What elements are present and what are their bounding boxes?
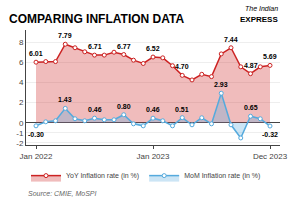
- svg-text:5.69: 5.69: [263, 53, 277, 60]
- svg-text:0: 0: [19, 119, 24, 128]
- svg-text:0.51: 0.51: [175, 106, 189, 113]
- svg-text:EXPRESS: EXPRESS: [240, 15, 278, 24]
- svg-text:1.43: 1.43: [58, 96, 72, 103]
- svg-text:7.44: 7.44: [224, 36, 238, 43]
- svg-text:6.71: 6.71: [88, 43, 102, 50]
- svg-text:Source: CMIE, MoSPI: Source: CMIE, MoSPI: [28, 190, 97, 197]
- svg-text:COMPARING INFLATION DATA: COMPARING INFLATION DATA: [9, 12, 184, 26]
- svg-text:-0.32: -0.32: [262, 131, 278, 138]
- svg-text:Jan 2023: Jan 2023: [137, 152, 170, 161]
- svg-text:6.52: 6.52: [146, 45, 160, 52]
- svg-text:6.01: 6.01: [29, 50, 43, 57]
- svg-text:-0.30: -0.30: [28, 131, 44, 138]
- svg-text:YoY Inflation rate (in %): YoY Inflation rate (in %): [66, 172, 139, 180]
- svg-text:2: 2: [19, 98, 24, 107]
- svg-text:7.79: 7.79: [58, 32, 72, 39]
- svg-text:8: 8: [19, 38, 24, 47]
- svg-text:Jan 2022: Jan 2022: [20, 152, 53, 161]
- svg-text:Dec 2023: Dec 2023: [253, 152, 288, 161]
- svg-text:MoM Inflation rate (in %): MoM Inflation rate (in %): [184, 172, 260, 180]
- svg-text:-2: -2: [16, 139, 24, 148]
- svg-text:0.46: 0.46: [88, 106, 102, 113]
- svg-text:4.87: 4.87: [244, 62, 258, 69]
- svg-text:4.70: 4.70: [175, 63, 189, 70]
- svg-text:0.80: 0.80: [117, 103, 131, 110]
- svg-text:0.65: 0.65: [244, 104, 258, 111]
- svg-text:6.77: 6.77: [117, 43, 131, 50]
- svg-text:-1: -1: [16, 129, 24, 138]
- svg-text:The Indian: The Indian: [245, 5, 278, 12]
- svg-text:4: 4: [19, 78, 24, 87]
- svg-text:6: 6: [19, 58, 24, 67]
- svg-text:0.46: 0.46: [146, 106, 160, 113]
- svg-text:2.93: 2.93: [214, 81, 228, 88]
